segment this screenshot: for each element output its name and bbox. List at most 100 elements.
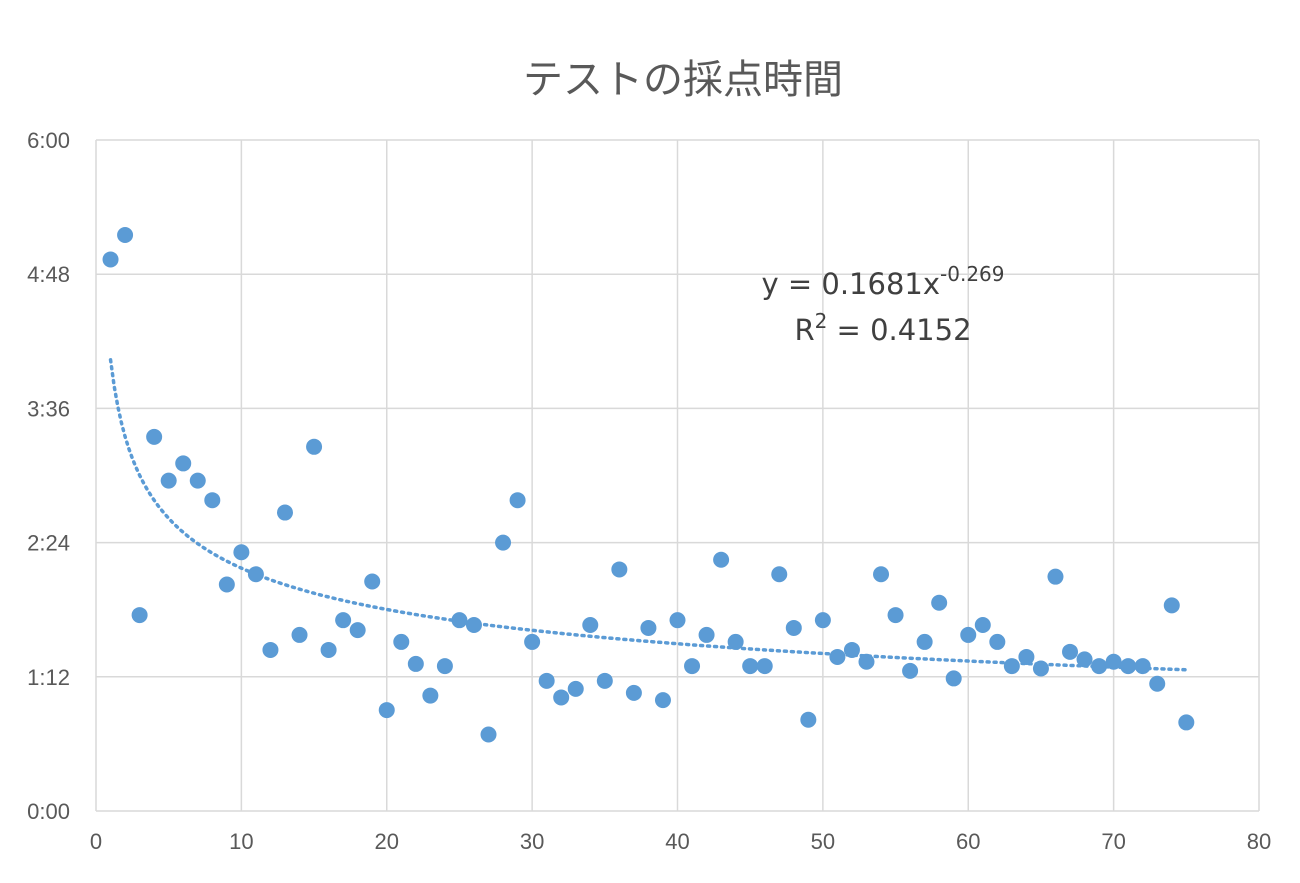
data-point [1003, 658, 1020, 675]
equation-exponent: -0.269 [940, 262, 1004, 286]
data-point [873, 566, 890, 583]
data-point [684, 658, 701, 675]
data-point [756, 658, 773, 675]
data-point [393, 633, 410, 650]
data-point [524, 633, 541, 650]
data-point [1062, 643, 1079, 660]
x-tick-label: 20 [375, 829, 399, 854]
data-point [117, 227, 134, 244]
y-axis-tick-labels: 0:00 1:12 2:24 3:36 4:48 6:00 [27, 128, 70, 824]
data-point [291, 626, 308, 643]
data-point [582, 616, 599, 633]
data-point [175, 455, 192, 472]
x-tick-label: 60 [956, 829, 980, 854]
data-point [611, 561, 628, 578]
data-point [465, 616, 482, 633]
data-point [146, 428, 163, 445]
y-tick-label: 3:36 [27, 396, 70, 421]
data-point [931, 594, 948, 611]
data-point [451, 612, 468, 629]
data-point [364, 573, 381, 590]
data-point [829, 648, 846, 665]
r-squared-label: R2 = 0.4152 [794, 309, 971, 347]
data-point [902, 662, 919, 679]
data-point [160, 472, 177, 489]
x-tick-label: 50 [811, 829, 835, 854]
data-point [1163, 597, 1180, 614]
data-point [233, 544, 250, 561]
data-point [1032, 660, 1049, 677]
gridlines [95, 139, 1260, 812]
data-point [1134, 658, 1151, 675]
data-point [771, 566, 788, 583]
data-point [335, 612, 352, 629]
data-point [713, 551, 730, 568]
data-point [625, 684, 642, 701]
data-point [669, 612, 686, 629]
data-point [1178, 714, 1195, 731]
data-point [480, 726, 497, 743]
data-point [422, 687, 439, 704]
data-point [349, 622, 366, 639]
y-tick-label: 4:48 [27, 262, 70, 287]
y-tick-label: 0:00 [27, 799, 70, 824]
r-squared-superscript: 2 [815, 309, 828, 333]
data-point [1018, 648, 1035, 665]
data-point [306, 438, 323, 455]
data-point [945, 670, 962, 687]
r-squared-value: = 0.4152 [827, 313, 971, 347]
trendline-equation: y = 0.1681x-0.269 [761, 262, 1004, 301]
data-point [989, 633, 1006, 650]
data-point [698, 626, 715, 643]
x-tick-label: 70 [1101, 829, 1125, 854]
data-point [495, 534, 512, 551]
x-tick-label: 0 [90, 829, 102, 854]
data-point [887, 607, 904, 624]
y-tick-label: 2:24 [27, 531, 70, 556]
x-tick-label: 30 [520, 829, 544, 854]
data-point [974, 616, 991, 633]
data-point [567, 680, 584, 697]
data-point [378, 702, 395, 719]
data-point [742, 658, 759, 675]
data-point [1120, 658, 1137, 675]
data-point [538, 672, 555, 689]
data-point [858, 653, 875, 670]
data-point [596, 672, 613, 689]
y-tick-label: 6:00 [27, 128, 70, 153]
data-point [247, 566, 264, 583]
data-point [1149, 675, 1166, 692]
data-point [785, 619, 802, 636]
data-point [814, 612, 831, 629]
data-point [843, 641, 860, 658]
data-point [436, 658, 453, 675]
data-point [553, 689, 570, 706]
data-point [407, 655, 424, 672]
data-point [320, 641, 337, 658]
x-tick-label: 80 [1247, 829, 1271, 854]
chart-title: テストの採点時間 [523, 57, 843, 103]
y-tick-label: 1:12 [27, 665, 70, 690]
data-point [189, 472, 206, 489]
data-point [262, 641, 279, 658]
data-point [276, 504, 293, 521]
x-tick-label: 10 [229, 829, 253, 854]
data-point [727, 633, 744, 650]
data-point [654, 692, 671, 709]
data-point [960, 626, 977, 643]
r-squared-symbol: R [794, 313, 814, 347]
x-axis-tick-labels: 0 10 20 30 40 50 60 70 80 [90, 829, 1271, 854]
data-point [131, 607, 148, 624]
data-point [1105, 653, 1122, 670]
x-tick-label: 40 [665, 829, 689, 854]
data-point [800, 711, 817, 728]
data-point [102, 251, 119, 268]
data-point [1091, 658, 1108, 675]
equation-main: y = 0.1681x [761, 267, 940, 301]
data-point [204, 492, 221, 509]
data-point [640, 619, 657, 636]
data-point [218, 576, 235, 593]
data-point [509, 492, 526, 509]
